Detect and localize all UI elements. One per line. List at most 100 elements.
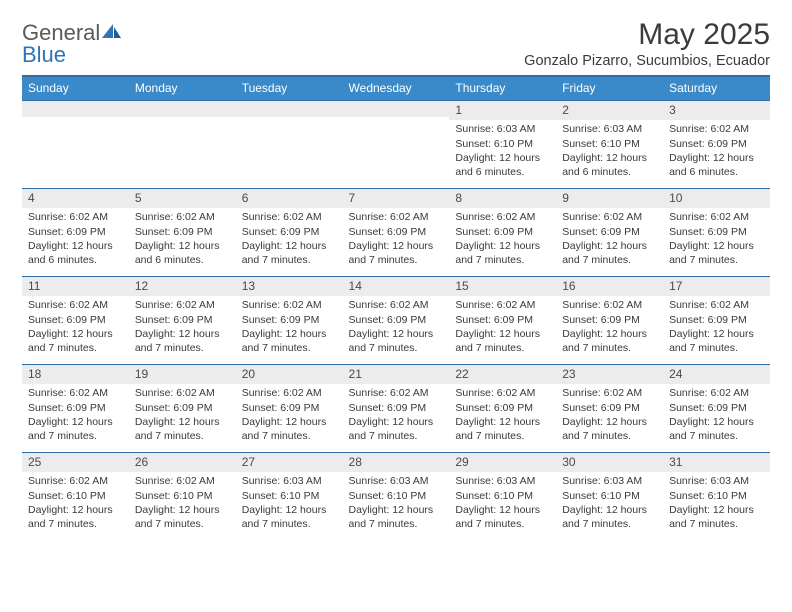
calendar-day-cell: 6Sunrise: 6:02 AMSunset: 6:09 PMDaylight… — [236, 189, 343, 277]
weekday-header: Monday — [129, 76, 236, 101]
day-content: Sunrise: 6:02 AMSunset: 6:10 PMDaylight:… — [129, 472, 236, 535]
day-number — [129, 101, 236, 117]
calendar-day-cell: 1Sunrise: 6:03 AMSunset: 6:10 PMDaylight… — [449, 101, 556, 189]
day-number — [236, 101, 343, 117]
day-info-line: Sunrise: 6:02 AM — [349, 210, 444, 224]
day-content: Sunrise: 6:02 AMSunset: 6:09 PMDaylight:… — [449, 208, 556, 271]
day-content: Sunrise: 6:02 AMSunset: 6:09 PMDaylight:… — [22, 296, 129, 359]
day-content: Sunrise: 6:02 AMSunset: 6:09 PMDaylight:… — [236, 208, 343, 271]
day-info-line: Daylight: 12 hours and 7 minutes. — [28, 503, 123, 531]
day-number: 22 — [449, 365, 556, 384]
day-info-line: Sunrise: 6:02 AM — [28, 474, 123, 488]
day-info-line: Daylight: 12 hours and 6 minutes. — [28, 239, 123, 267]
day-info-line: Sunset: 6:09 PM — [349, 313, 444, 327]
day-content — [236, 117, 343, 123]
day-content — [129, 117, 236, 123]
day-info-line: Sunrise: 6:02 AM — [135, 210, 230, 224]
day-info-line: Sunrise: 6:03 AM — [562, 474, 657, 488]
day-content: Sunrise: 6:02 AMSunset: 6:09 PMDaylight:… — [129, 296, 236, 359]
day-info-line: Sunset: 6:09 PM — [28, 313, 123, 327]
day-info-line: Sunrise: 6:02 AM — [562, 386, 657, 400]
day-info-line: Sunrise: 6:02 AM — [562, 210, 657, 224]
calendar-day-cell — [129, 101, 236, 189]
calendar-day-cell: 11Sunrise: 6:02 AMSunset: 6:09 PMDayligh… — [22, 277, 129, 365]
calendar-day-cell: 8Sunrise: 6:02 AMSunset: 6:09 PMDaylight… — [449, 189, 556, 277]
day-number: 13 — [236, 277, 343, 296]
day-info-line: Sunrise: 6:02 AM — [28, 210, 123, 224]
day-number: 15 — [449, 277, 556, 296]
day-number — [343, 101, 450, 117]
day-content: Sunrise: 6:03 AMSunset: 6:10 PMDaylight:… — [556, 120, 663, 183]
day-info-line: Daylight: 12 hours and 7 minutes. — [669, 239, 764, 267]
day-info-line: Sunset: 6:09 PM — [669, 225, 764, 239]
day-info-line: Sunrise: 6:02 AM — [242, 210, 337, 224]
day-number: 16 — [556, 277, 663, 296]
day-info-line: Sunset: 6:10 PM — [455, 137, 550, 151]
day-info-line: Daylight: 12 hours and 6 minutes. — [135, 239, 230, 267]
calendar-day-cell: 25Sunrise: 6:02 AMSunset: 6:10 PMDayligh… — [22, 453, 129, 541]
day-info-line: Daylight: 12 hours and 7 minutes. — [669, 415, 764, 443]
day-number: 24 — [663, 365, 770, 384]
day-content: Sunrise: 6:02 AMSunset: 6:09 PMDaylight:… — [343, 296, 450, 359]
day-info-line: Sunset: 6:09 PM — [28, 225, 123, 239]
day-content: Sunrise: 6:03 AMSunset: 6:10 PMDaylight:… — [449, 120, 556, 183]
calendar-head: SundayMondayTuesdayWednesdayThursdayFrid… — [22, 76, 770, 101]
day-info-line: Daylight: 12 hours and 7 minutes. — [562, 503, 657, 531]
day-content: Sunrise: 6:03 AMSunset: 6:10 PMDaylight:… — [236, 472, 343, 535]
day-content: Sunrise: 6:02 AMSunset: 6:09 PMDaylight:… — [22, 208, 129, 271]
day-info-line: Daylight: 12 hours and 6 minutes. — [562, 151, 657, 179]
day-info-line: Sunset: 6:10 PM — [349, 489, 444, 503]
calendar-day-cell: 19Sunrise: 6:02 AMSunset: 6:09 PMDayligh… — [129, 365, 236, 453]
day-info-line: Sunset: 6:09 PM — [455, 313, 550, 327]
day-info-line: Daylight: 12 hours and 7 minutes. — [562, 327, 657, 355]
day-info-line: Sunset: 6:09 PM — [242, 313, 337, 327]
day-number: 4 — [22, 189, 129, 208]
brand-part2: Blue — [22, 42, 66, 67]
day-info-line: Sunrise: 6:02 AM — [669, 298, 764, 312]
day-info-line: Sunrise: 6:02 AM — [669, 122, 764, 136]
calendar-day-cell: 4Sunrise: 6:02 AMSunset: 6:09 PMDaylight… — [22, 189, 129, 277]
day-number: 5 — [129, 189, 236, 208]
calendar-week-row: 25Sunrise: 6:02 AMSunset: 6:10 PMDayligh… — [22, 453, 770, 541]
day-info-line: Sunset: 6:09 PM — [135, 313, 230, 327]
day-info-line: Sunrise: 6:02 AM — [562, 298, 657, 312]
brand-logo: GeneralBlue — [22, 22, 122, 66]
calendar-day-cell: 30Sunrise: 6:03 AMSunset: 6:10 PMDayligh… — [556, 453, 663, 541]
brand-text: GeneralBlue — [22, 22, 122, 66]
day-info-line: Sunrise: 6:02 AM — [28, 386, 123, 400]
day-info-line: Sunset: 6:10 PM — [242, 489, 337, 503]
calendar-day-cell: 18Sunrise: 6:02 AMSunset: 6:09 PMDayligh… — [22, 365, 129, 453]
day-info-line: Daylight: 12 hours and 7 minutes. — [349, 327, 444, 355]
day-content: Sunrise: 6:02 AMSunset: 6:09 PMDaylight:… — [556, 208, 663, 271]
day-info-line: Sunset: 6:10 PM — [28, 489, 123, 503]
day-number: 8 — [449, 189, 556, 208]
day-info-line: Daylight: 12 hours and 7 minutes. — [669, 327, 764, 355]
day-info-line: Sunrise: 6:03 AM — [455, 474, 550, 488]
day-info-line: Sunset: 6:09 PM — [349, 225, 444, 239]
day-content: Sunrise: 6:03 AMSunset: 6:10 PMDaylight:… — [556, 472, 663, 535]
day-number: 31 — [663, 453, 770, 472]
weekday-header: Wednesday — [343, 76, 450, 101]
day-info-line: Sunset: 6:09 PM — [455, 225, 550, 239]
calendar-day-cell: 7Sunrise: 6:02 AMSunset: 6:09 PMDaylight… — [343, 189, 450, 277]
day-info-line: Sunset: 6:10 PM — [669, 489, 764, 503]
page-header: GeneralBlue May 2025 Gonzalo Pizarro, Su… — [22, 18, 770, 69]
calendar-day-cell — [236, 101, 343, 189]
day-info-line: Sunrise: 6:02 AM — [135, 474, 230, 488]
day-number: 7 — [343, 189, 450, 208]
day-content: Sunrise: 6:02 AMSunset: 6:09 PMDaylight:… — [663, 384, 770, 447]
calendar-body: 1Sunrise: 6:03 AMSunset: 6:10 PMDaylight… — [22, 101, 770, 541]
day-info-line: Sunrise: 6:02 AM — [135, 386, 230, 400]
calendar-day-cell: 29Sunrise: 6:03 AMSunset: 6:10 PMDayligh… — [449, 453, 556, 541]
weekday-header: Tuesday — [236, 76, 343, 101]
day-info-line: Daylight: 12 hours and 7 minutes. — [349, 415, 444, 443]
day-info-line: Sunset: 6:10 PM — [455, 489, 550, 503]
day-number: 2 — [556, 101, 663, 120]
day-info-line: Sunrise: 6:03 AM — [669, 474, 764, 488]
day-number: 1 — [449, 101, 556, 120]
day-number: 26 — [129, 453, 236, 472]
day-content: Sunrise: 6:02 AMSunset: 6:09 PMDaylight:… — [343, 384, 450, 447]
day-info-line: Sunrise: 6:02 AM — [669, 210, 764, 224]
day-number: 3 — [663, 101, 770, 120]
calendar-day-cell: 24Sunrise: 6:02 AMSunset: 6:09 PMDayligh… — [663, 365, 770, 453]
